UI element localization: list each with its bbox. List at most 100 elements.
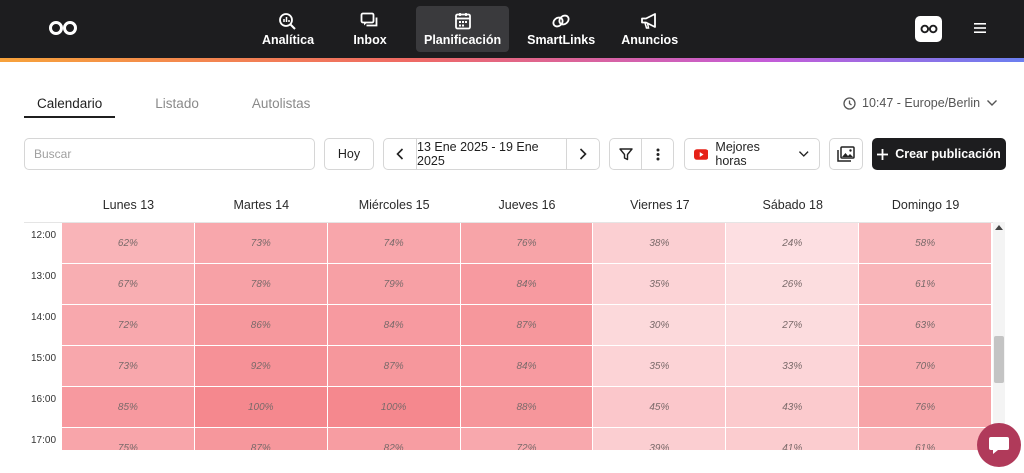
calendar-slot[interactable]: 92% <box>194 346 328 387</box>
create-post-button[interactable]: Crear publicación <box>872 138 1006 170</box>
calendar-slot[interactable]: 73% <box>194 223 328 264</box>
calendar-slot[interactable]: 72% <box>460 428 594 450</box>
time-row: 85% 100% 100% 88% 45% 43% 76% <box>62 387 993 428</box>
calendar-slot[interactable]: 30% <box>593 305 727 346</box>
calendar-slot[interactable]: 39% <box>593 428 727 450</box>
calendar-slot[interactable]: 38% <box>593 223 727 264</box>
tab-calendar[interactable]: Calendario <box>24 88 116 118</box>
previous-week-button[interactable] <box>384 139 416 169</box>
calendar-day-headers: Lunes 13 Martes 14 Miércoles 15 Jueves 1… <box>62 198 992 214</box>
day-header: Jueves 16 <box>498 198 556 212</box>
app-logo-icon[interactable] <box>48 20 78 36</box>
analytics-icon <box>279 12 296 30</box>
calendar-slot[interactable]: 100% <box>327 387 461 428</box>
tab-autolists[interactable]: Autolistas <box>251 96 311 111</box>
time-column: 12:00 13:00 14:00 15:00 16:00 17:00 <box>24 223 62 450</box>
view-tabs: Calendario Listado Autolistas <box>24 88 350 118</box>
nav-item-label: Analítica <box>261 32 315 47</box>
calendar-slot[interactable]: 35% <box>593 346 727 387</box>
nav-item-label: Inbox <box>353 32 387 47</box>
calendar-slot[interactable]: 87% <box>327 346 461 387</box>
calendar-slot[interactable]: 82% <box>327 428 461 450</box>
calendar-slot[interactable]: 24% <box>726 223 860 264</box>
calendar-slot[interactable]: 88% <box>460 387 594 428</box>
scroll-up-arrow[interactable] <box>995 225 1003 230</box>
calendar-slot[interactable]: 84% <box>460 346 594 387</box>
menu-icon[interactable] <box>973 21 987 35</box>
chevron-right-icon <box>579 148 587 160</box>
calendar-slot[interactable]: 79% <box>327 264 461 305</box>
plus-icon <box>877 148 889 160</box>
calendar-slot[interactable]: 33% <box>726 346 860 387</box>
account-avatar[interactable] <box>915 16 942 42</box>
calendar-slot[interactable]: 76% <box>859 387 993 428</box>
nav-item-smartlinks[interactable]: SmartLinks <box>519 6 603 52</box>
calendar-slot[interactable]: 26% <box>726 264 860 305</box>
calendar-slot[interactable]: 72% <box>62 305 195 346</box>
calendar-slot[interactable]: 58% <box>859 223 993 264</box>
calendar-slot[interactable]: 41% <box>726 428 860 450</box>
calendar-slot[interactable]: 27% <box>726 305 860 346</box>
calendar-icon <box>454 12 471 29</box>
calendar-slot[interactable]: 100% <box>194 387 328 428</box>
time-label: 14:00 <box>31 312 57 323</box>
calendar-slot[interactable]: 84% <box>327 305 461 346</box>
calendar-slot[interactable]: 86% <box>194 305 328 346</box>
today-button[interactable]: Hoy <box>324 138 374 170</box>
calendar-scrollbar[interactable] <box>993 222 1005 450</box>
day-header: Viernes 17 <box>630 198 690 212</box>
time-row: 73% 92% 87% 84% 35% 33% 70% <box>62 346 993 387</box>
calendar-slot[interactable]: 61% <box>859 428 993 450</box>
more-options-button[interactable] <box>642 139 673 169</box>
accent-gradient-line <box>0 58 1024 62</box>
timezone-selector[interactable]: 10:47 - Europe/Berlin <box>843 96 998 110</box>
calendar-slot[interactable]: 73% <box>62 346 195 387</box>
calendar-slot[interactable]: 70% <box>859 346 993 387</box>
nav-item-analytics[interactable]: Analítica <box>252 6 324 52</box>
best-hours-dropdown[interactable]: Mejores horas <box>684 138 820 170</box>
search-input[interactable] <box>24 138 315 170</box>
date-range-navigator: 13 Ene 2025 - 19 Ene 2025 <box>383 138 600 170</box>
calendar-slot[interactable]: 62% <box>62 223 195 264</box>
calendar-slot[interactable]: 78% <box>194 264 328 305</box>
chat-support-button[interactable] <box>977 423 1021 467</box>
calendar-slot[interactable]: 43% <box>726 387 860 428</box>
time-row: 72% 86% 84% 87% 30% 27% 63% <box>62 305 993 346</box>
day-header: Martes 14 <box>233 198 290 212</box>
calendar-grid: 12:00 13:00 14:00 15:00 16:00 17:00 62% 73% 74%… <box>24 222 1005 450</box>
time-label: 15:00 <box>31 353 57 364</box>
calendar-slot[interactable]: 61% <box>859 264 993 305</box>
calendar-slot[interactable]: 67% <box>62 264 195 305</box>
nav-item-label: Anuncios <box>621 32 679 47</box>
nav-item-ads[interactable]: Anuncios <box>613 6 686 52</box>
calendar-slot[interactable]: 87% <box>194 428 328 450</box>
calendar-slot[interactable]: 85% <box>62 387 195 428</box>
youtube-icon <box>694 148 709 160</box>
calendar-slot[interactable]: 75% <box>62 428 195 450</box>
next-week-button[interactable] <box>567 139 599 169</box>
calendar-slot[interactable]: 63% <box>859 305 993 346</box>
calendar-slot[interactable]: 74% <box>327 223 461 264</box>
media-library-button[interactable] <box>829 138 863 170</box>
nav-item-planning[interactable]: Planificación <box>416 6 510 52</box>
nav-item-label: Planificación <box>424 32 502 47</box>
calendar-slot[interactable]: 35% <box>593 264 727 305</box>
calendar-slot[interactable]: 84% <box>460 264 594 305</box>
scroll-thumb[interactable] <box>994 336 1004 383</box>
tab-list[interactable]: Listado <box>155 96 199 111</box>
inbox-icon <box>360 12 378 26</box>
nav-item-inbox[interactable]: Inbox <box>334 6 406 52</box>
date-range-label[interactable]: 13 Ene 2025 - 19 Ene 2025 <box>416 139 567 169</box>
calendar-slot[interactable]: 87% <box>460 305 594 346</box>
best-hours-label: Mejores horas <box>715 140 760 168</box>
day-header: Domingo 19 <box>891 198 960 212</box>
day-header: Miércoles 15 <box>358 198 430 212</box>
nav-item-label: SmartLinks <box>527 32 596 47</box>
chevron-down-icon <box>987 100 998 106</box>
top-navigation-bar: Analítica Inbox Planificación SmartLinks… <box>0 0 1024 58</box>
calendar-slot[interactable]: 45% <box>593 387 727 428</box>
filter-button[interactable] <box>610 139 642 169</box>
time-label: 17:00 <box>31 435 57 446</box>
calendar-slot[interactable]: 76% <box>460 223 594 264</box>
create-post-label: Crear publicación <box>895 147 1001 161</box>
